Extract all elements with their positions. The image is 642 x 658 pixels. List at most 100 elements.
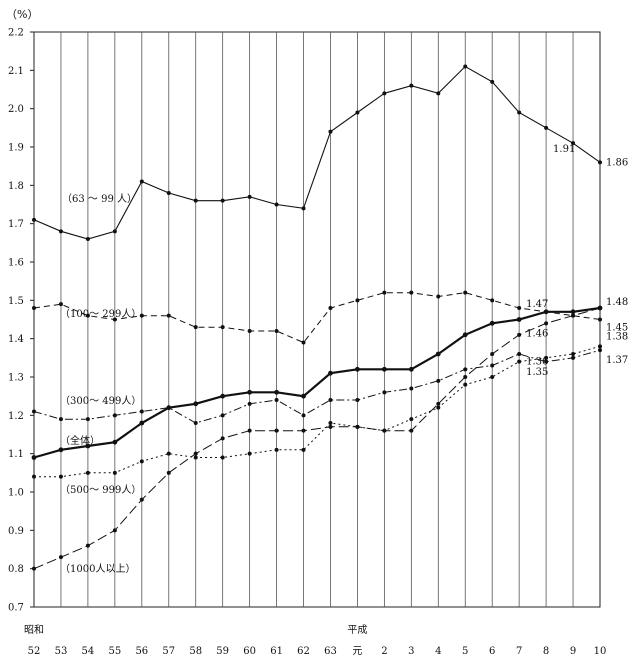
data-point — [193, 401, 199, 407]
series-label: （300～ 499人） — [60, 395, 141, 407]
data-point — [517, 352, 522, 356]
data-point — [463, 382, 468, 387]
x-tick-label: 3 — [408, 646, 414, 657]
data-labels: 1.91 1.86 1.47 1.48 1.46 1.45 1.36 1.38 1.35 1.37 — [526, 144, 628, 378]
data-point — [570, 309, 576, 315]
data-point — [301, 447, 306, 452]
data-label: 1.37 — [606, 355, 628, 366]
data-point — [408, 366, 414, 372]
data-point — [490, 79, 495, 84]
data-label: 1.86 — [606, 157, 628, 168]
series-line-0 — [33, 65, 601, 240]
y-axis-ticks: 0.7 0.8 0.9 1.0 1.1 1.2 1.3 1.4 1.5 1.6 1.7 1.8 1.9 2… — [8, 28, 34, 614]
era-label: 平成 — [347, 624, 367, 636]
series-lines — [31, 64, 603, 571]
x-tick-label: 57 — [162, 646, 175, 657]
data-point — [220, 325, 225, 330]
x-tick-label: 60 — [243, 646, 256, 657]
y-tick-label: 0.8 — [8, 564, 24, 575]
data-point — [543, 309, 549, 315]
data-point — [301, 413, 306, 418]
data-point — [247, 451, 252, 456]
data-point — [382, 290, 387, 295]
data-point — [355, 398, 360, 402]
data-point — [355, 366, 360, 372]
data-point — [462, 332, 468, 338]
series-line-4 — [34, 345, 601, 478]
data-point — [436, 401, 441, 406]
data-point — [436, 294, 441, 299]
data-point — [381, 366, 387, 372]
series-label: （全体） — [60, 434, 100, 447]
data-point — [382, 91, 387, 96]
data-point — [85, 237, 90, 241]
x-tick-label: 5 — [462, 646, 468, 657]
y-tick-label: 0.9 — [8, 526, 24, 537]
series-label: （500～ 999人） — [60, 484, 141, 496]
data-label: 1.91 — [553, 144, 575, 155]
y-tick-label: 1.4 — [8, 334, 24, 345]
x-tick-label: 56 — [135, 646, 148, 657]
data-point — [112, 439, 118, 445]
data-label: 1.48 — [606, 297, 628, 308]
data-point — [85, 443, 91, 449]
data-point — [328, 306, 333, 310]
series-label: （1000人以上） — [60, 563, 135, 575]
data-point — [32, 217, 36, 222]
data-point — [247, 194, 252, 199]
data-point — [274, 398, 279, 402]
data-point — [58, 302, 63, 307]
data-point — [544, 355, 549, 360]
data-point — [112, 413, 117, 418]
series-line-1 — [33, 292, 601, 344]
x-tick-label: 52 — [28, 646, 41, 657]
x-tick-label: 54 — [82, 646, 95, 657]
data-point — [58, 417, 63, 422]
x-tick-label: 8 — [543, 646, 549, 657]
data-point — [139, 179, 144, 184]
data-point — [274, 202, 279, 207]
x-tick-label: 10 — [594, 646, 607, 657]
data-point — [355, 298, 360, 303]
y-tick-label: 1.3 — [8, 373, 24, 384]
data-point — [517, 110, 522, 115]
y-tick-label: 2.2 — [8, 28, 24, 39]
data-point — [489, 320, 495, 326]
y-tick-label: 1.2 — [8, 411, 24, 422]
data-point — [247, 428, 252, 433]
data-point — [490, 298, 495, 303]
data-point — [409, 386, 414, 391]
data-point — [193, 451, 198, 456]
data-point — [274, 428, 279, 433]
data-point — [409, 428, 414, 433]
data-point — [516, 317, 522, 322]
data-point — [247, 389, 253, 395]
x-tick-label: 9 — [570, 646, 576, 657]
data-point — [463, 375, 468, 379]
data-point — [139, 409, 144, 414]
data-point — [112, 229, 117, 234]
data-point — [274, 329, 279, 333]
x-tick-label: 58 — [189, 646, 202, 657]
data-point — [436, 378, 441, 383]
data-point — [301, 340, 306, 345]
data-point — [544, 321, 549, 326]
x-tick-label: 59 — [216, 646, 229, 657]
data-point — [517, 359, 522, 364]
unit-label: （%） — [6, 8, 38, 21]
data-point — [328, 370, 333, 376]
data-point — [220, 393, 226, 399]
data-point — [32, 474, 36, 479]
y-tick-label: 2.1 — [8, 66, 24, 77]
data-point — [220, 455, 225, 460]
y-tick-label: 1.7 — [8, 219, 24, 230]
data-point — [598, 348, 602, 353]
data-point — [355, 110, 360, 115]
data-point — [598, 317, 602, 322]
data-point — [32, 566, 36, 571]
data-point — [328, 398, 333, 402]
data-point — [139, 313, 144, 318]
x-tick-label: 55 — [108, 646, 121, 657]
data-point — [220, 198, 225, 203]
data-point — [382, 390, 387, 395]
